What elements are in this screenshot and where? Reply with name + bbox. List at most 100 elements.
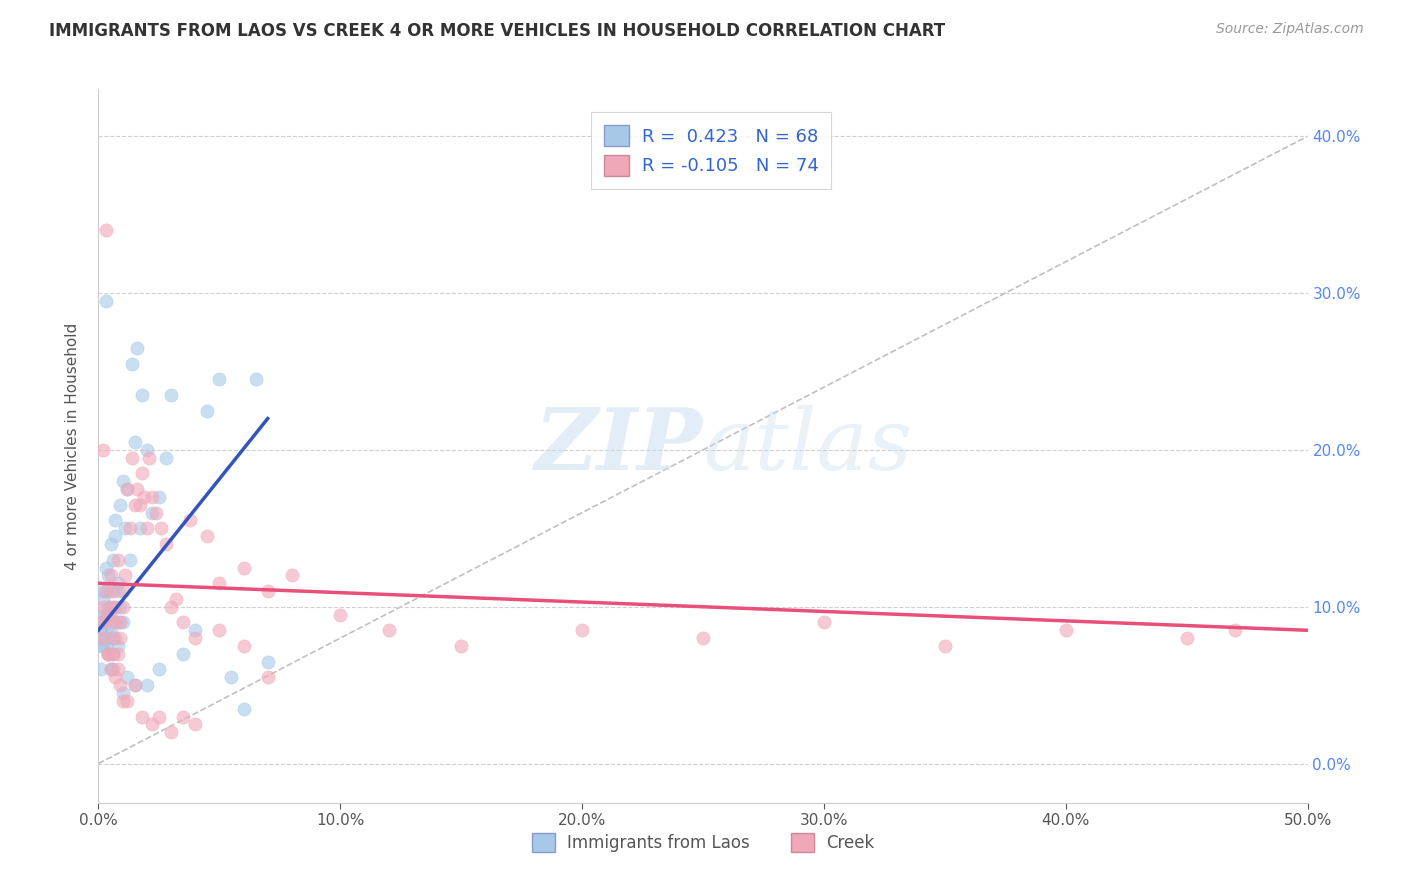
- Point: [90, 607, 112, 622]
- Point: [104, 514, 127, 528]
- Point: [108, 615, 131, 630]
- Point: [100, 607, 122, 622]
- Point: [195, 403, 218, 417]
- Point: [184, 624, 207, 638]
- Point: [97, 568, 120, 582]
- Point: [94, 223, 117, 237]
- Point: [160, 725, 183, 739]
- Point: [114, 521, 136, 535]
- Point: [179, 514, 201, 528]
- Point: [128, 521, 150, 535]
- Point: [141, 490, 163, 504]
- Point: [111, 686, 134, 700]
- Point: [131, 467, 153, 481]
- Point: [155, 450, 177, 465]
- Point: [141, 506, 163, 520]
- Point: [165, 591, 187, 606]
- Point: [1223, 624, 1246, 638]
- Point: [377, 624, 399, 638]
- Point: [208, 372, 231, 386]
- Point: [114, 568, 136, 582]
- Point: [232, 702, 254, 716]
- Point: [111, 584, 134, 599]
- Point: [208, 576, 231, 591]
- Point: [91, 639, 114, 653]
- Point: [97, 607, 120, 622]
- Point: [124, 678, 146, 692]
- Point: [1175, 631, 1198, 645]
- Point: [256, 584, 278, 599]
- Point: [107, 663, 129, 677]
- Point: [94, 293, 117, 308]
- Point: [127, 341, 149, 355]
- Point: [101, 663, 124, 677]
- Point: [97, 607, 120, 622]
- Point: [104, 615, 127, 630]
- Point: [104, 529, 127, 543]
- Point: [90, 663, 112, 677]
- Point: [107, 639, 129, 653]
- Point: [118, 521, 141, 535]
- Point: [692, 631, 714, 645]
- Point: [148, 490, 170, 504]
- Point: [97, 599, 120, 614]
- Point: [91, 584, 114, 599]
- Point: [172, 615, 194, 630]
- Y-axis label: 4 or more Vehicles in Household: 4 or more Vehicles in Household: [65, 322, 80, 570]
- Point: [128, 498, 150, 512]
- Point: [117, 482, 139, 496]
- Point: [91, 631, 114, 645]
- Point: [813, 615, 835, 630]
- Point: [94, 624, 117, 638]
- Point: [138, 450, 160, 465]
- Point: [107, 576, 129, 591]
- Point: [90, 624, 112, 638]
- Point: [256, 655, 278, 669]
- Point: [97, 647, 120, 661]
- Point: [145, 506, 167, 520]
- Point: [94, 615, 117, 630]
- Point: [108, 631, 131, 645]
- Point: [111, 599, 134, 614]
- Point: [127, 482, 149, 496]
- Text: ZIP: ZIP: [536, 404, 703, 488]
- Point: [111, 615, 134, 630]
- Point: [100, 537, 122, 551]
- Point: [107, 647, 129, 661]
- Point: [281, 568, 304, 582]
- Point: [118, 552, 141, 566]
- Point: [256, 670, 278, 684]
- Point: [124, 435, 146, 450]
- Point: [232, 560, 254, 574]
- Point: [100, 663, 122, 677]
- Point: [94, 631, 117, 645]
- Point: [135, 442, 157, 457]
- Point: [100, 568, 122, 582]
- Point: [94, 560, 117, 574]
- Point: [184, 631, 207, 645]
- Point: [91, 591, 114, 606]
- Point: [107, 552, 129, 566]
- Point: [91, 615, 114, 630]
- Legend: Immigrants from Laos, Creek: Immigrants from Laos, Creek: [524, 826, 882, 859]
- Text: Source: ZipAtlas.com: Source: ZipAtlas.com: [1216, 22, 1364, 37]
- Point: [101, 631, 124, 645]
- Point: [160, 388, 183, 402]
- Point: [1054, 624, 1077, 638]
- Point: [100, 663, 122, 677]
- Point: [329, 607, 352, 622]
- Point: [245, 372, 267, 386]
- Point: [104, 670, 127, 684]
- Point: [104, 615, 127, 630]
- Point: [571, 624, 593, 638]
- Point: [160, 599, 183, 614]
- Point: [94, 584, 117, 599]
- Point: [121, 357, 143, 371]
- Point: [117, 670, 139, 684]
- Point: [101, 647, 124, 661]
- Point: [141, 717, 163, 731]
- Point: [134, 490, 156, 504]
- Point: [124, 498, 146, 512]
- Point: [94, 584, 117, 599]
- Point: [232, 639, 254, 653]
